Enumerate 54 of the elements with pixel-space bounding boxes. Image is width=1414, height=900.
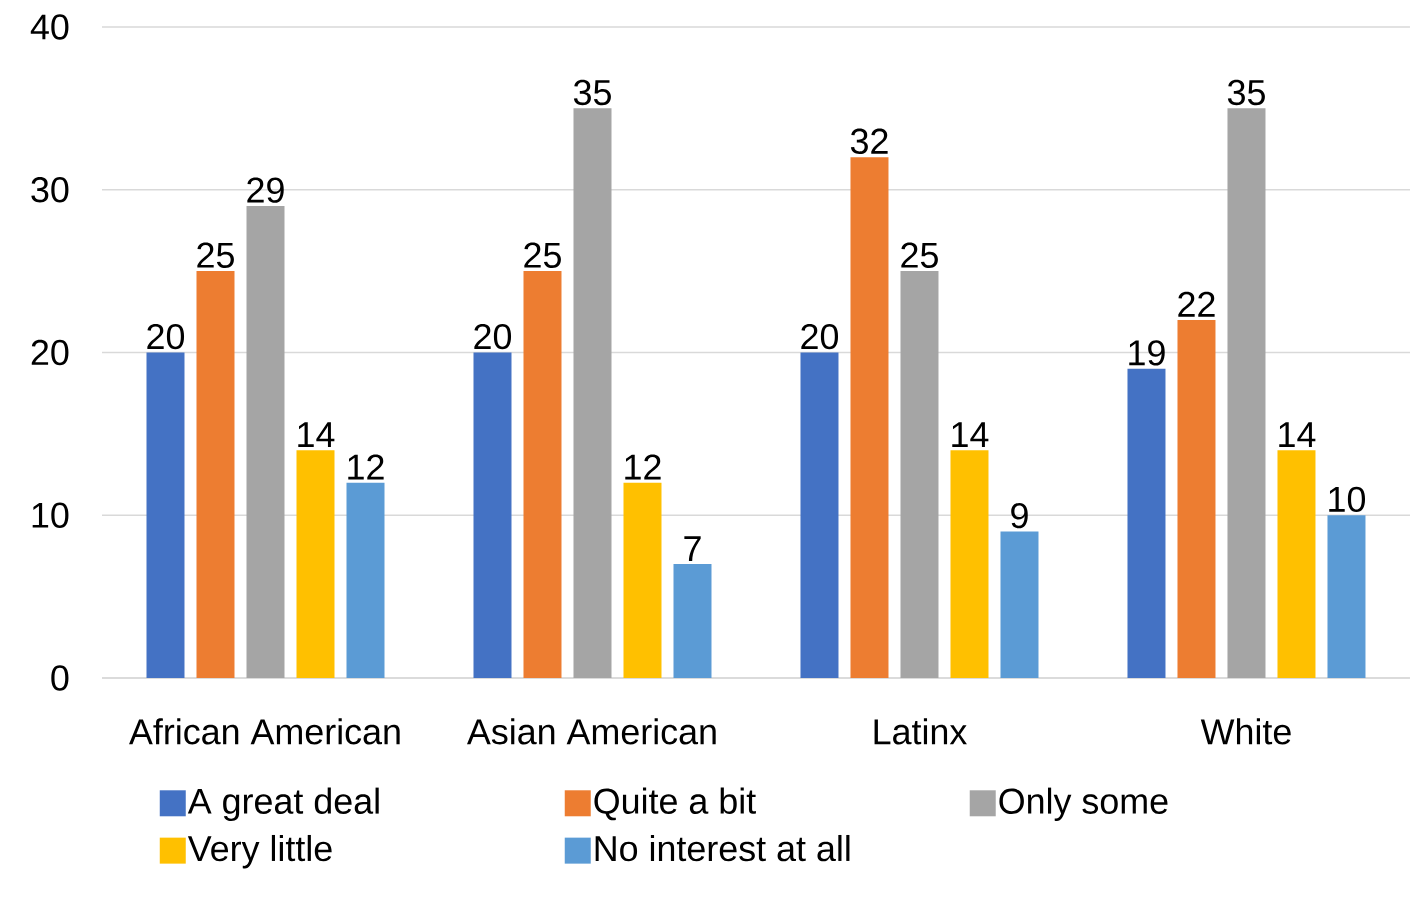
y-tick-label: 0 (51, 665, 69, 691)
data-label: 25 (197, 242, 234, 268)
legend-label: Very little (187, 834, 332, 869)
bar (146, 352, 185, 678)
data-label: 25 (901, 242, 938, 268)
legend-label: Only some (999, 787, 1168, 822)
data-label: 9 (1011, 502, 1028, 529)
data-label: 35 (573, 79, 611, 106)
data-label: 10 (1329, 486, 1366, 513)
bar (1000, 531, 1039, 678)
data-label: 14 (952, 422, 989, 447)
bar (673, 564, 712, 678)
bar (523, 271, 562, 678)
bar (573, 108, 612, 678)
x-tick-label: Asian American (466, 718, 716, 745)
legend-label: Quite a bit (594, 787, 756, 821)
bar (800, 352, 839, 678)
y-tick-label: 10 (32, 502, 69, 528)
bar (473, 352, 512, 678)
data-label: 22 (1178, 291, 1215, 317)
data-label: 7 (684, 536, 701, 561)
x-tick-label: White (1200, 718, 1291, 745)
data-label: 12 (625, 454, 661, 480)
y-tick-label: 40 (30, 14, 69, 40)
data-label: 20 (147, 323, 185, 350)
y-tick-label: 20 (31, 339, 69, 366)
bar (296, 450, 335, 678)
data-label: 19 (1129, 340, 1165, 366)
data-label: 20 (474, 323, 512, 350)
x-tick-label: Latinx (874, 718, 967, 745)
bar (1277, 450, 1316, 678)
x-tick-label: African American (129, 718, 400, 745)
data-label: 35 (1227, 79, 1265, 106)
legend-label: No interest at all (595, 834, 850, 862)
bar (1177, 319, 1216, 678)
bar (246, 206, 285, 678)
bar (623, 482, 662, 678)
bar (900, 271, 939, 678)
data-label: 25 (524, 242, 561, 268)
data-label: 14 (298, 422, 335, 447)
data-label: 20 (801, 323, 839, 350)
bar (1127, 368, 1166, 678)
data-label: 29 (247, 177, 284, 203)
data-label: 14 (1279, 422, 1316, 447)
bar (950, 450, 989, 678)
bar (1227, 108, 1266, 678)
bar (196, 271, 235, 678)
bar (850, 157, 889, 678)
y-tick-label: 30 (31, 177, 69, 203)
data-label: 12 (348, 454, 384, 480)
bar (346, 482, 385, 678)
data-label: 32 (850, 128, 888, 154)
legend-label: A great deal (187, 787, 379, 822)
bar (1327, 515, 1366, 678)
